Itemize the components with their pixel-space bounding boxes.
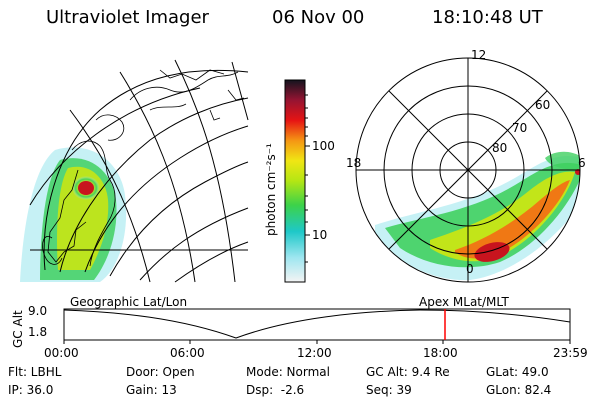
timeline-y-label: GC Alt: [11, 310, 25, 348]
right-panel-caption: Apex MLat/MLT: [419, 295, 509, 309]
aurora-oval-right: [375, 151, 580, 281]
seq-readout: Seq: 39: [366, 383, 412, 397]
geographic-map: [20, 58, 249, 283]
gc-alt-curve: [63, 309, 571, 339]
gain-readout: Gain: 13: [126, 383, 177, 397]
aurora-oval-left: [20, 147, 127, 282]
dsp-readout: Dsp: -2.6: [246, 383, 305, 397]
mode-readout: Mode: Normal: [246, 365, 330, 379]
time-label: 18:10:48 UT: [432, 7, 543, 28]
instrument-title: Ultraviolet Imager: [46, 7, 209, 28]
timeline-x-tick-2: 12:00: [297, 346, 332, 360]
color-bar: [284, 79, 310, 283]
timeline-y-tick-min: 1.8: [28, 325, 48, 339]
gc-alt-readout: GC Alt: 9.4 Re: [366, 365, 450, 379]
timeline-x-tick-4: 23:59: [553, 346, 588, 360]
timeline-x-tick-3: 18:00: [423, 346, 458, 360]
timeline-x-tick-0: 00:00: [44, 346, 79, 360]
timeline-x-tick-1: 06:00: [170, 346, 205, 360]
polar-map: [355, 57, 581, 283]
mlt-label-0: 0: [466, 262, 474, 276]
timeline-y-tick-max: 9.0: [28, 304, 48, 318]
filter-readout: Flt: LBHL: [8, 365, 62, 379]
mlt-label-18: 18: [346, 156, 362, 170]
colorbar-tick-100: 100: [312, 139, 335, 153]
glon-readout: GLon: 82.4: [486, 383, 552, 397]
graticule: [29, 59, 249, 283]
glat-readout: GLat: 49.0: [486, 365, 549, 379]
timeline-plot: [63, 308, 571, 344]
colorbar-unit-label: photon cm⁻²s⁻¹: [264, 143, 278, 236]
mlat-label-70: 70: [512, 121, 528, 135]
left-panel-caption: Geographic Lat/Lon: [70, 295, 188, 309]
coastlines: [42, 69, 245, 267]
mlt-label-12: 12: [471, 48, 487, 62]
mlat-label-80: 80: [492, 141, 508, 155]
date-label: 06 Nov 00: [272, 7, 365, 28]
ip-readout: IP: 36.0: [8, 383, 54, 397]
mlat-label-60: 60: [535, 98, 551, 112]
door-readout: Door: Open: [126, 365, 195, 379]
colorbar-tick-10: 10: [312, 228, 328, 242]
mlt-label-6: 6: [578, 156, 586, 170]
